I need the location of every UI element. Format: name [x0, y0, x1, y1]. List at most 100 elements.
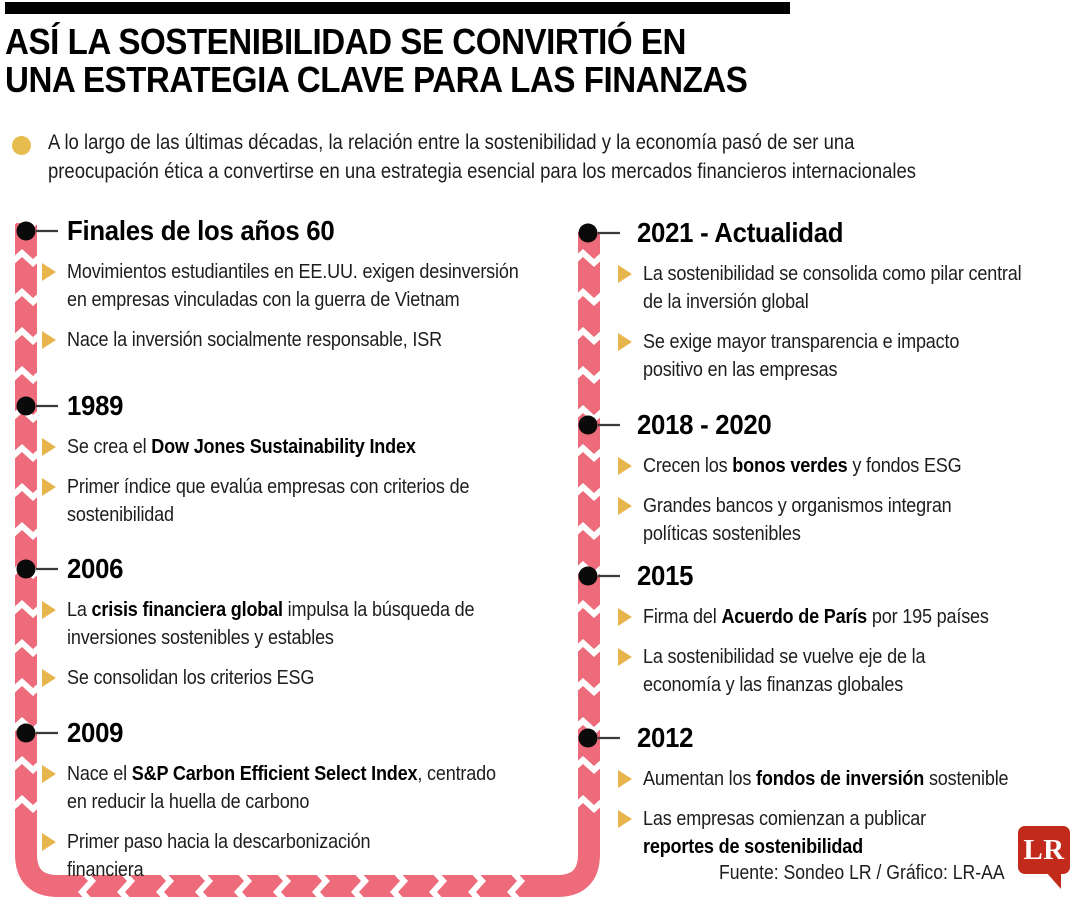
item-text-bold: Acuerdo de París [721, 605, 868, 628]
item-text-segment: Nace la inversión socialmente responsabl… [67, 328, 442, 351]
timeline-node-dot [578, 566, 598, 586]
timeline-heading: 2006 [67, 553, 124, 584]
lr-logo-text: LR [1023, 833, 1065, 866]
timeline-node-dot [16, 221, 36, 241]
timeline-item: Movimientos estudiantiles en EE.UU. exig… [42, 258, 580, 314]
timeline-item: Nace el S&P Carbon Efficient Select Inde… [42, 760, 554, 816]
timeline-section-2015: 2015 Firma del Acuerdo de París por 195 … [618, 561, 1036, 711]
timeline-item: Crecen los bonos verdes y fondos ESG [618, 452, 1005, 480]
timeline-item: Se crea el Dow Jones Sustainability Inde… [42, 433, 524, 461]
item-text-segment: Primer índice que evalúa empresas con cr… [67, 475, 470, 526]
timeline-item-text: Las empresas comienzan a publicar report… [643, 805, 926, 861]
triangle-bullet-icon [618, 608, 632, 626]
item-text-bold: crisis financiera global [91, 598, 283, 621]
timeline-item-text: Primer índice que evalúa empresas con cr… [67, 473, 469, 529]
timeline-item: Se consolidan los criterios ESG [42, 664, 530, 692]
triangle-bullet-icon [42, 833, 56, 851]
timeline-item-text: Se exige mayor transparencia e impacto p… [643, 328, 959, 384]
triangle-bullet-icon [42, 601, 56, 619]
item-text-segment: Se consolidan los criterios ESG [67, 666, 315, 689]
item-text-segment: Se exige mayor transparencia e impacto p… [643, 330, 960, 381]
timeline-item-text: Primer paso hacia la descarbonización fi… [67, 828, 371, 884]
lr-logo: LR [1018, 826, 1070, 874]
timeline-section-2012: 2012 Aumentan los fondos de inversión so… [618, 723, 1058, 873]
triangle-bullet-icon [42, 331, 56, 349]
triangle-bullet-icon [618, 810, 632, 828]
timeline-item: Firma del Acuerdo de París por 195 paíse… [618, 603, 1036, 631]
timeline-item: La sostenibilidad se vuelve eje de la ec… [618, 643, 1036, 699]
item-text-segment: Primer paso hacia la descarbonización fi… [67, 830, 371, 881]
timeline-heading: 2015 [637, 560, 694, 591]
timeline-section-anos60: Finales de los años 60 Movimientos estud… [42, 216, 580, 366]
timeline-item-text: Crecen los bonos verdes y fondos ESG [643, 452, 962, 480]
intro-text: A lo largo de las últimas décadas, la re… [48, 131, 917, 183]
intro-bullet-icon [12, 136, 31, 155]
item-text-segment: y fondos ESG [847, 454, 962, 477]
item-text-segment: Nace el [67, 762, 132, 785]
item-text-segment: , centrado en reducir la huella de carbo… [67, 762, 496, 813]
triangle-bullet-icon [618, 770, 632, 788]
timeline-heading: Finales de los años 60 [67, 215, 335, 246]
timeline-right-chevrons [578, 232, 600, 823]
page-title: ASÍ LA SOSTENIBILIDAD SE CONVIRTIÓ EN UN… [5, 21, 748, 100]
item-text-segment: Las empresas comienzan a publicar [643, 807, 926, 830]
triangle-bullet-icon [618, 648, 632, 666]
timeline-heading: 2021 - Actualidad [637, 217, 844, 248]
triangle-bullet-icon [618, 333, 632, 351]
timeline-section-2018-2020: 2018 - 2020 Crecen los bonos verdes y fo… [618, 410, 1005, 560]
source-credit: Fuente: Sondeo LR / Gráfico: LR-AA [719, 862, 1005, 884]
timeline-node-dot [16, 723, 36, 743]
item-text-bold: bonos verdes [732, 454, 848, 477]
timeline-item: Grandes bancos y organismos integran pol… [618, 492, 1005, 548]
timeline-item-text: Movimientos estudiantiles en EE.UU. exig… [67, 258, 519, 314]
title-accent-bar [5, 2, 790, 14]
item-text-segment: Crecen los [643, 454, 733, 477]
timeline-item-text: La sostenibilidad se vuelve eje de la ec… [643, 643, 926, 699]
item-text-segment: La sostenibilidad se vuelve eje de la ec… [643, 645, 926, 696]
timeline-heading: 2018 - 2020 [637, 409, 772, 440]
item-text-bold: Dow Jones Sustainability Index [151, 435, 416, 458]
timeline-item-text: Grandes bancos y organismos integran pol… [643, 492, 952, 548]
timeline-ribbon [15, 221, 620, 897]
triangle-bullet-icon [618, 265, 632, 283]
item-text-segment: Grandes bancos y organismos integran pol… [643, 494, 952, 545]
timeline-item: Se exige mayor transparencia e impacto p… [618, 328, 1073, 384]
triangle-bullet-icon [618, 457, 632, 475]
timeline-node-dot [16, 396, 36, 416]
timeline-item: La crisis financiera global impulsa la b… [42, 596, 530, 652]
timeline-item: Las empresas comienzan a publicar report… [618, 805, 1058, 861]
timeline-heading: 2009 [67, 717, 124, 748]
timeline-section-2009: 2009 Nace el S&P Carbon Efficient Select… [42, 718, 554, 896]
timeline-bottom-chevrons [75, 875, 540, 897]
lr-logo-tail [1046, 872, 1061, 889]
timeline-item-text: Se consolidan los criterios ESG [67, 664, 314, 692]
triangle-bullet-icon [42, 263, 56, 281]
timeline-item: Nace la inversión socialmente responsabl… [42, 326, 580, 354]
timeline-section-1989: 1989 Se crea el Dow Jones Sustainability… [42, 391, 524, 541]
item-text-segment: Firma del [643, 605, 722, 628]
timeline-item-text: Firma del Acuerdo de París por 195 paíse… [643, 603, 989, 631]
item-text-bold: fondos de inversión [756, 767, 925, 790]
item-text-bold: reportes de sostenibilidad [643, 835, 863, 858]
item-text-segment: impulsa la búsqueda de inversiones soste… [67, 598, 475, 649]
timeline-item: Primer índice que evalúa empresas con cr… [42, 473, 524, 529]
item-text-segment: sostenible [924, 767, 1009, 790]
item-text-segment: La [67, 598, 92, 621]
timeline-item: Aumentan los fondos de inversión sosteni… [618, 765, 1058, 793]
timeline-section-2006: 2006 La crisis financiera global impulsa… [42, 554, 530, 704]
timeline-item-text: Nace el S&P Carbon Efficient Select Inde… [67, 760, 496, 816]
timeline-item-text: La crisis financiera global impulsa la b… [67, 596, 475, 652]
timeline-section-2021: 2021 - Actualidad La sostenibilidad se c… [618, 218, 1073, 396]
item-text-segment: Se crea el [67, 435, 152, 458]
timeline-item: La sostenibilidad se consolida como pila… [618, 260, 1073, 316]
timeline-item-text: Aumentan los fondos de inversión sosteni… [643, 765, 1009, 793]
timeline-left-chevrons [15, 223, 37, 823]
triangle-bullet-icon [42, 765, 56, 783]
item-text-segment: Aumentan los [643, 767, 757, 790]
item-text-segment: La sostenibilidad se consolida como pila… [643, 262, 1022, 313]
triangle-bullet-icon [618, 497, 632, 515]
timeline-node-dot [578, 415, 598, 435]
timeline-item-text: Se crea el Dow Jones Sustainability Inde… [67, 433, 416, 461]
timeline-node-dot [578, 728, 598, 748]
